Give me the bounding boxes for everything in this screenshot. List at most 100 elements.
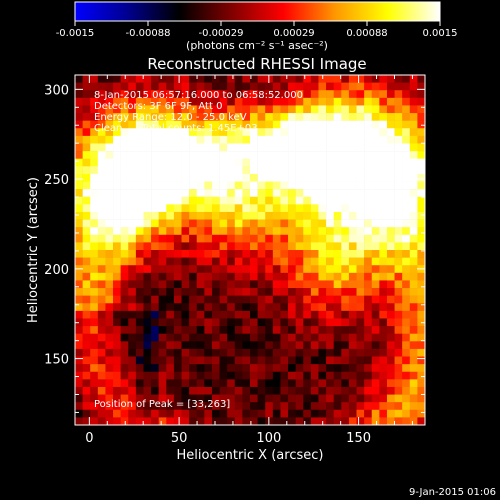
heatmap-pixel <box>166 227 175 236</box>
heatmap-pixel <box>211 158 220 167</box>
heatmap-pixel <box>250 379 258 388</box>
heatmap-pixel <box>173 196 182 205</box>
heatmap-pixel <box>97 318 106 327</box>
heatmap-pixel <box>318 204 327 213</box>
heatmap-pixel <box>265 158 274 167</box>
heatmap-pixel <box>371 128 380 137</box>
heatmap-pixel <box>120 379 129 388</box>
heatmap-pixel <box>234 272 243 281</box>
heatmap-pixel <box>242 120 251 129</box>
heatmap-pixel <box>204 371 213 380</box>
heatmap-pixel <box>288 303 296 312</box>
heatmap-pixel <box>204 128 213 137</box>
heatmap-pixel <box>326 333 334 342</box>
heatmap-pixel <box>204 326 213 334</box>
heatmap-pixel <box>303 75 312 83</box>
heatmap-pixel <box>97 280 106 289</box>
heatmap-pixel <box>219 151 228 159</box>
heatmap-pixel <box>135 386 144 395</box>
heatmap-pixel <box>189 97 198 106</box>
heatmap-pixel <box>371 379 380 388</box>
heatmap-pixel <box>211 113 220 121</box>
heatmap-pixel <box>265 166 274 175</box>
heatmap-pixel <box>371 348 380 357</box>
heatmap-pixel <box>310 341 319 350</box>
heatmap-pixel <box>257 135 266 144</box>
heatmap-pixel <box>250 173 258 182</box>
heatmap-pixel <box>402 333 411 342</box>
heatmap-pixel <box>234 204 243 213</box>
heatmap-pixel <box>204 272 213 281</box>
heatmap-pixel <box>326 409 334 418</box>
heatmap-pixel <box>333 181 342 190</box>
heatmap-pixel <box>250 211 258 220</box>
heatmap-pixel <box>128 151 137 159</box>
heatmap-pixel <box>181 204 190 213</box>
heatmap-pixel <box>341 394 350 403</box>
heatmap-pixel <box>371 288 380 296</box>
heatmap-pixel <box>265 402 274 411</box>
colorbar-unit-label: (photons cm⁻² s⁻¹ asec⁻²) <box>186 39 328 52</box>
heatmap-pixel <box>250 265 258 274</box>
heatmap-pixel <box>189 356 198 365</box>
heatmap-pixel <box>272 371 281 380</box>
heatmap-pixel <box>310 158 319 167</box>
heatmap-pixel <box>288 120 296 129</box>
heatmap-pixel <box>158 227 167 236</box>
heatmap-pixel <box>295 394 304 403</box>
heatmap-pixel <box>242 265 251 274</box>
heatmap-pixel <box>82 310 91 319</box>
heatmap-pixel <box>379 250 388 258</box>
heatmap-pixel <box>189 409 198 418</box>
heatmap-pixel <box>97 211 106 220</box>
heatmap-pixel <box>386 341 395 350</box>
heatmap-pixel <box>105 234 114 243</box>
heatmap-pixel <box>135 310 144 319</box>
heatmap-pixel <box>166 417 175 426</box>
heatmap-pixel <box>417 348 426 357</box>
heatmap-pixel <box>173 151 182 159</box>
heatmap-pixel <box>227 234 236 243</box>
heatmap-pixel <box>272 409 281 418</box>
heatmap-pixel <box>143 341 152 350</box>
heatmap-pixel <box>417 196 426 205</box>
heatmap-pixel <box>219 272 228 281</box>
heatmap-pixel <box>250 257 258 266</box>
heatmap-pixel <box>318 326 327 334</box>
heatmap-pixel <box>90 364 99 373</box>
heatmap-pixel <box>250 364 258 373</box>
heatmap-pixel <box>97 417 106 426</box>
heatmap-pixel <box>120 394 129 403</box>
heatmap-pixel <box>356 82 365 91</box>
heatmap-pixel <box>128 242 137 251</box>
heatmap-pixel <box>173 158 182 167</box>
heatmap-pixel <box>166 181 175 190</box>
heatmap-pixel <box>82 341 91 350</box>
heatmap-pixel <box>120 135 129 144</box>
heatmap-pixel <box>189 280 198 289</box>
heatmap-pixel <box>75 242 83 251</box>
heatmap-pixel <box>113 143 121 152</box>
heatmap-pixel <box>189 310 198 319</box>
heatmap-pixel <box>409 348 418 357</box>
heatmap-pixel <box>288 97 296 106</box>
heatmap-pixel <box>333 371 342 380</box>
heatmap-pixel <box>417 143 426 152</box>
heatmap-pixel <box>250 82 258 91</box>
heatmap-pixel <box>211 333 220 342</box>
heatmap-pixel <box>128 394 137 403</box>
heatmap-pixel <box>303 341 312 350</box>
heatmap-pixel <box>219 82 228 91</box>
heatmap-pixel <box>348 113 357 121</box>
heatmap-pixel <box>151 280 159 289</box>
heatmap-pixel <box>120 113 129 121</box>
heatmap-pixel <box>75 181 83 190</box>
heatmap-pixel <box>97 333 106 342</box>
heatmap-pixel <box>97 272 106 281</box>
heatmap-pixel <box>386 166 395 175</box>
heatmap-pixel <box>364 166 373 175</box>
heatmap-pixel <box>394 356 403 365</box>
heatmap-pixel <box>189 120 198 129</box>
heatmap-pixel <box>364 348 373 357</box>
heatmap-pixel <box>158 379 167 388</box>
